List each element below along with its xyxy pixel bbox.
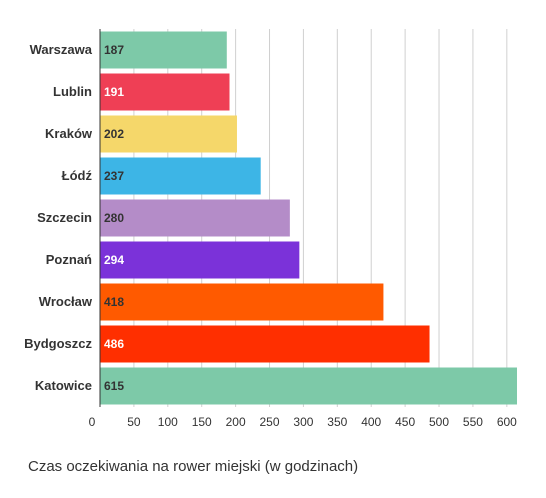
bar-6: [100, 283, 384, 321]
x-tick-label-350: 350: [327, 415, 347, 429]
x-tick-label-100: 100: [158, 415, 178, 429]
bar-1: [100, 73, 230, 111]
x-tick-label-200: 200: [226, 415, 246, 429]
x-tick-label-450: 450: [395, 415, 415, 429]
x-tick-label-250: 250: [259, 415, 279, 429]
x-axis-label: Czas oczekiwania na rower miejski (w god…: [28, 458, 359, 475]
value-label-7: 486: [104, 337, 124, 351]
bar-3: [100, 157, 261, 195]
category-label-8: Katowice: [35, 378, 92, 393]
x-tick-label-550: 550: [463, 415, 483, 429]
bar-4: [100, 199, 290, 237]
category-label-1: Lublin: [53, 84, 92, 99]
category-label-6: Wrocław: [39, 294, 93, 309]
category-label-2: Kraków: [45, 126, 93, 141]
x-tick-label-500: 500: [429, 415, 449, 429]
category-label-4: Szczecin: [37, 210, 92, 225]
bar-2: [100, 115, 237, 153]
value-label-8: 615: [104, 379, 124, 393]
bar-0: [100, 31, 227, 69]
bar-chart: 187 Warszawa 191 Lublin 202 Kraków 237 Łódź 280 S…: [24, 29, 517, 429]
bar-7: [100, 325, 430, 363]
value-label-5: 294: [104, 253, 124, 267]
x-tick-label-0: 0: [89, 415, 96, 429]
bar-5: [100, 241, 300, 279]
x-tick-label-50: 50: [127, 415, 141, 429]
value-label-3: 237: [104, 169, 124, 183]
value-label-4: 280: [104, 211, 124, 225]
x-tick-label-600: 600: [497, 415, 517, 429]
x-tick-label-150: 150: [192, 415, 212, 429]
value-label-0: 187: [104, 43, 124, 57]
value-label-6: 418: [104, 295, 124, 309]
category-label-5: Poznań: [46, 252, 92, 267]
bar-8: [100, 367, 517, 405]
x-tick-label-300: 300: [293, 415, 313, 429]
category-label-0: Warszawa: [30, 42, 93, 57]
category-label-3: Łódź: [62, 168, 93, 183]
category-label-7: Bydgoszcz: [24, 336, 92, 351]
value-label-2: 202: [104, 127, 124, 141]
x-tick-label-400: 400: [361, 415, 381, 429]
value-label-1: 191: [104, 85, 124, 99]
